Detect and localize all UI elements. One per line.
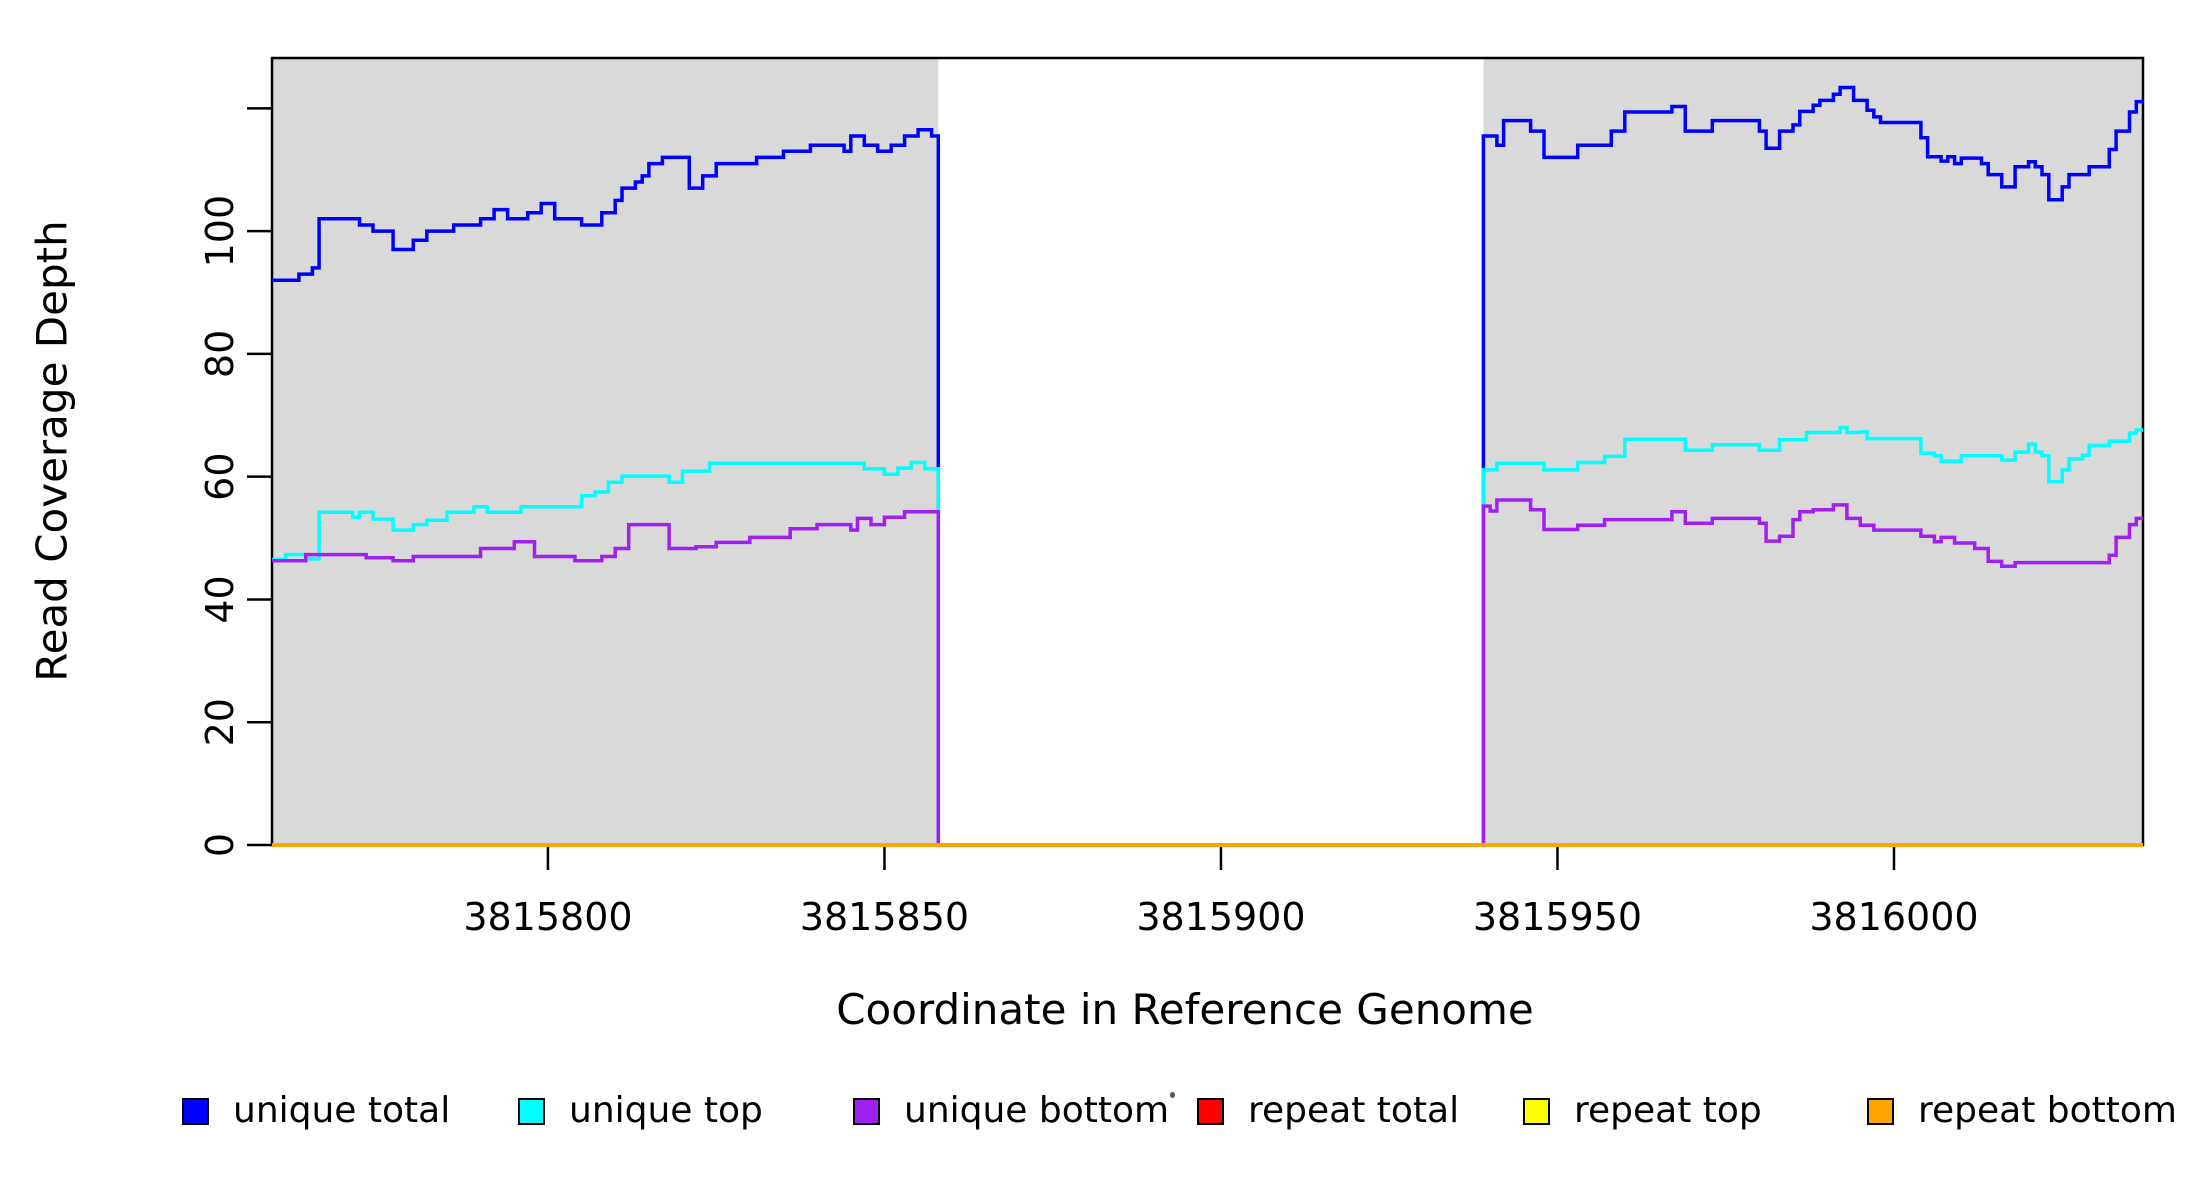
y-tick-label: 100 <box>198 195 242 268</box>
x-tick-label: 3815900 <box>1136 895 1305 939</box>
x-tick-label: 3815850 <box>800 895 969 939</box>
y-tick-label: 80 <box>198 330 242 378</box>
x-axis-title: Coordinate in Reference Genome <box>836 985 1534 1034</box>
series-unique-top <box>272 425 2143 847</box>
shaded-region-1 <box>1483 58 2143 845</box>
x-tick-label: 3815950 <box>1473 895 1642 939</box>
y-tick-label: 0 <box>198 833 242 857</box>
y-tick-label: 20 <box>198 698 242 746</box>
y-axis-title: Read Coverage Depth <box>27 220 77 682</box>
x-tick-label: 3816000 <box>1809 895 1978 939</box>
series-unique-bottom <box>272 498 2143 847</box>
x-tick-label: 3815800 <box>463 895 632 939</box>
legend-stray-dot <box>1170 1092 1175 1098</box>
y-tick-label: 60 <box>198 452 242 500</box>
y-tick-label: 40 <box>198 575 242 623</box>
series-unique-total <box>272 85 2143 847</box>
shaded-region-0 <box>272 58 939 845</box>
